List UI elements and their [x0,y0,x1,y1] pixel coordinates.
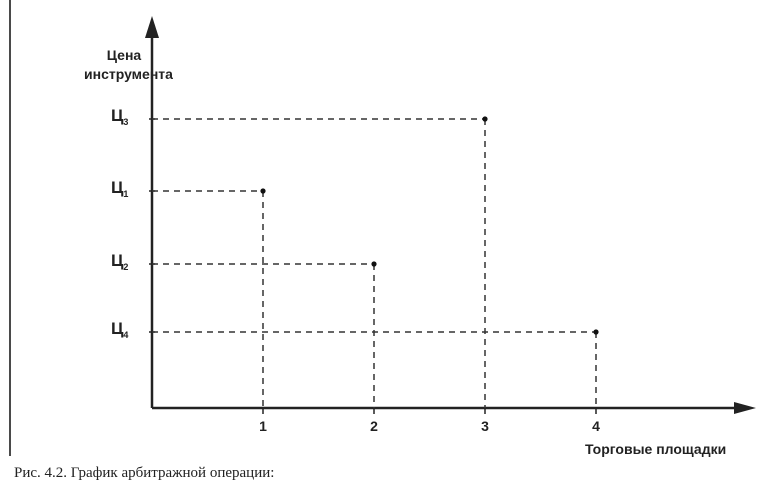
x-tick-label: 1 [259,418,267,434]
y-tick-label: Ц2 [111,251,128,272]
y-tick-label: Ц4 [111,319,128,340]
y-tick-label-subscript: 1 [123,189,129,199]
data-point [260,188,266,194]
figure-caption: Рис. 4.2. График арбитражной операции: [14,465,275,481]
y-tick-label-subscript: 4 [123,330,129,340]
data-point [593,329,599,335]
y-axis-arrow [145,16,159,38]
chart-canvas [145,16,756,414]
y-tick-label-main: Ц [111,106,124,125]
x-tick-label: 3 [481,418,489,434]
y-tick-label-subscript: 2 [123,262,129,272]
x-axis-title: Торговые площадки [585,441,727,457]
x-axis-arrow [734,402,756,414]
x-tick-label: 4 [592,418,600,434]
y-tick-label: Ц1 [111,178,128,199]
y-tick-label: Ц3 [111,106,128,127]
y-tick-label-main: Ц [111,251,124,270]
data-point [371,261,377,267]
y-axis-title: Цена инструмента [84,47,173,82]
y-tick-label-main: Ц [111,319,124,338]
data-point [482,116,488,122]
x-tick-label: 2 [370,418,378,434]
left-border [9,0,11,456]
y-tick-label-main: Ц [111,178,124,197]
y-tick-label-subscript: 3 [123,117,129,127]
